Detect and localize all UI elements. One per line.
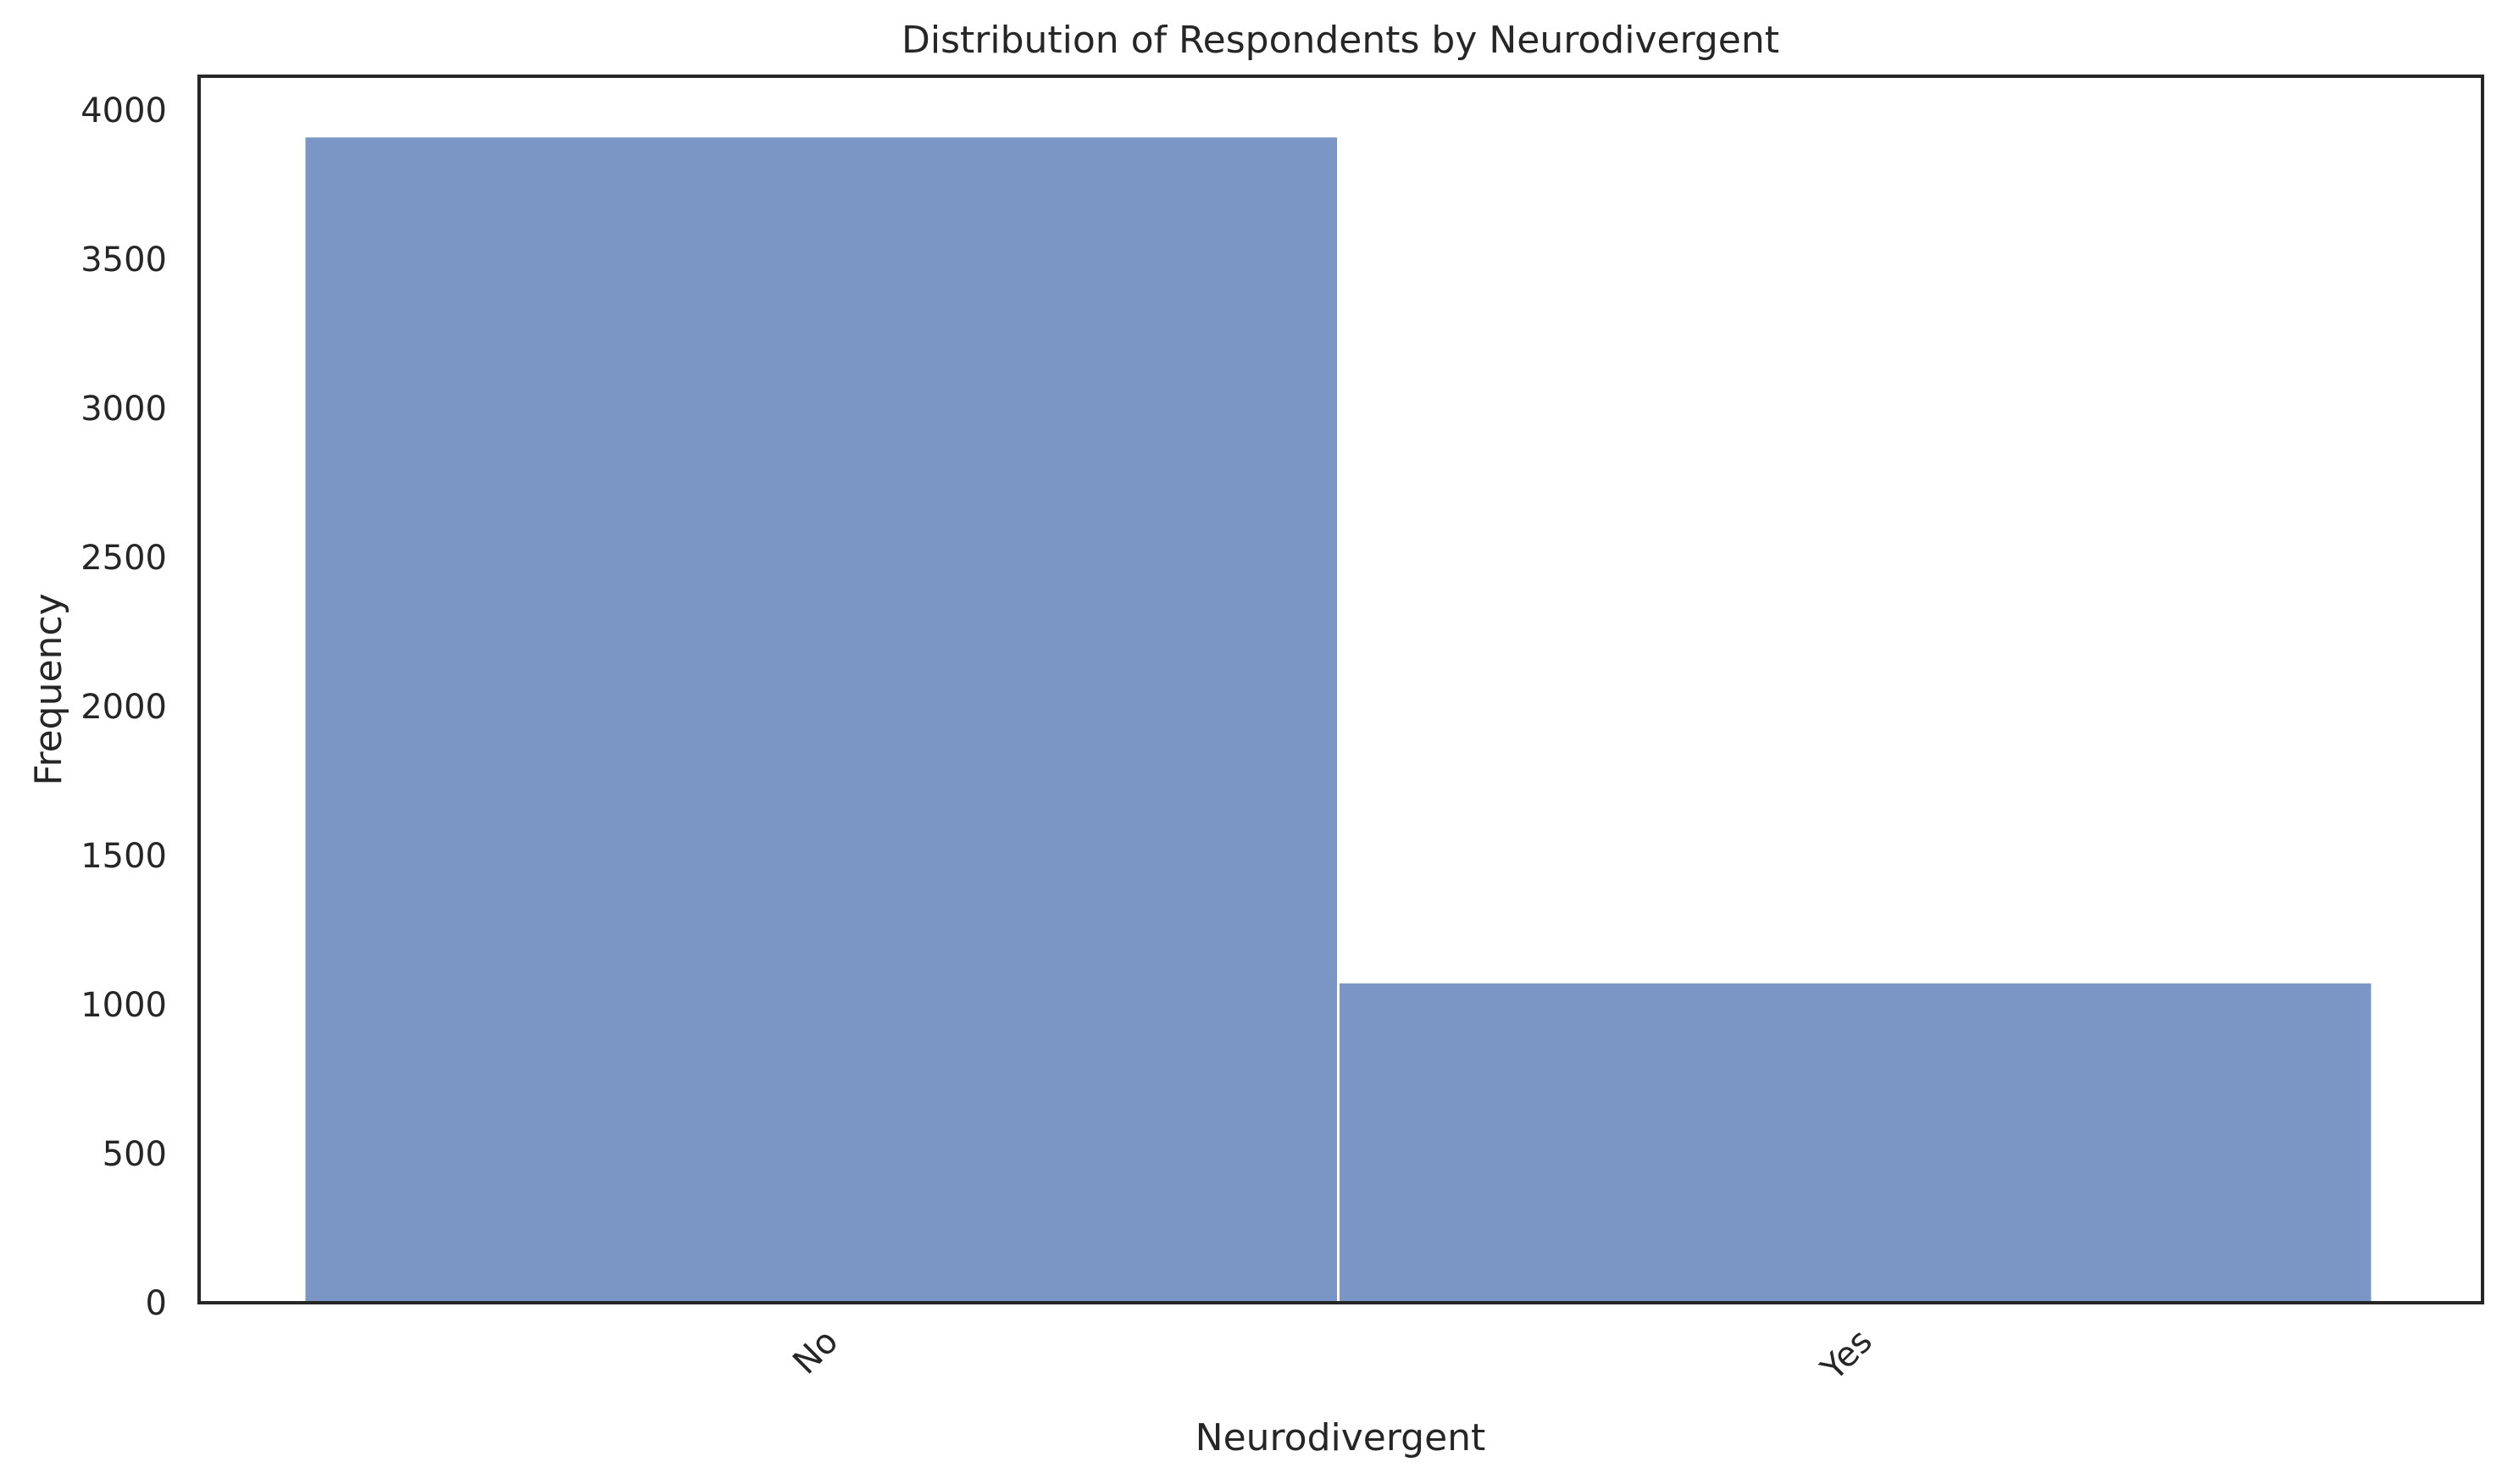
y-tick-label: 1000	[80, 986, 167, 1025]
x-tick-labels: No Yes	[785, 1322, 1879, 1389]
bars-group	[302, 135, 2374, 1304]
bar-yes	[1337, 981, 2374, 1304]
chart-title: Distribution of Respondents by Neurodive…	[901, 19, 1779, 62]
y-tick-label: 0	[146, 1284, 167, 1323]
y-tick-label: 4000	[80, 91, 167, 130]
y-tick-labels: 0 500 1000 1500 2000 2500 3000 3500 4000	[80, 91, 167, 1323]
x-tick-label-no: No	[785, 1322, 846, 1382]
y-tick-label: 3000	[80, 390, 167, 429]
y-axis-label: Frequency	[27, 593, 70, 785]
y-tick-label: 500	[103, 1135, 167, 1174]
y-tick-label: 2500	[80, 539, 167, 578]
y-tick-label: 2000	[80, 688, 167, 727]
y-tick-label: 3500	[80, 241, 167, 280]
bar-no	[302, 135, 1340, 1304]
axes-frame	[197, 75, 2484, 1304]
y-tick-label: 1500	[80, 837, 167, 876]
x-axis-label: Neurodivergent	[1196, 1416, 1486, 1459]
x-tick-label-yes: Yes	[1813, 1322, 1880, 1389]
